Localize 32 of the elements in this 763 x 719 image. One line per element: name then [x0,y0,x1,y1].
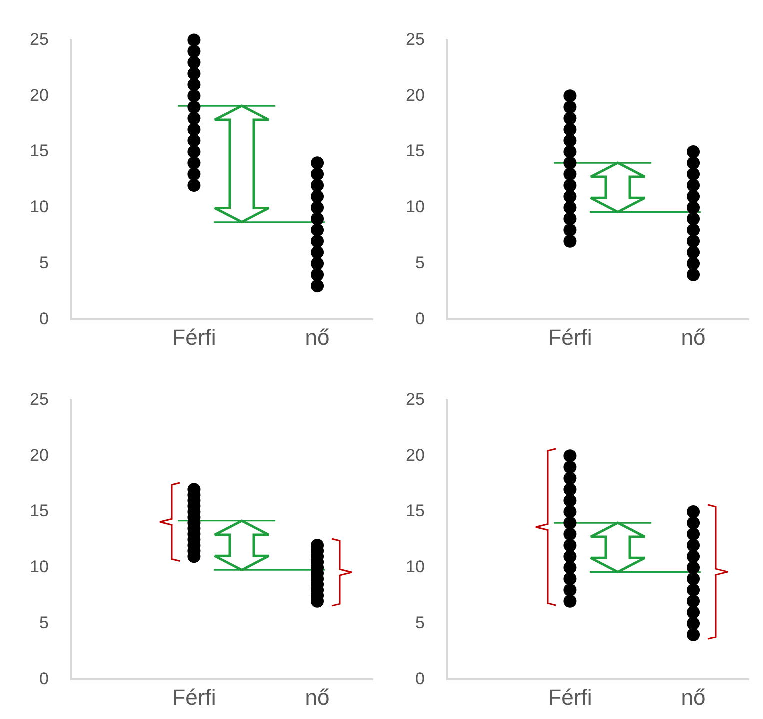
x-tick-label: Férfi [548,324,592,350]
x-tick-label: Férfi [172,324,216,350]
x-tick-label: nő [681,684,706,710]
y-tick-label: 15 [406,142,425,161]
y-tick-label: 25 [406,390,425,409]
y-tick-label: 10 [30,558,49,577]
y-tick-label: 20 [406,446,425,465]
y-tick-label: 10 [406,198,425,217]
y-tick-label: 5 [415,253,425,272]
y-tick-label: 20 [406,86,425,105]
y-tick-label: 25 [30,30,49,49]
y-tick-label: 25 [30,390,49,409]
x-tick-label: nő [681,324,706,350]
y-tick-label: 0 [39,309,49,328]
y-tick-label: 20 [30,446,49,465]
y-tick-label: 0 [415,669,425,688]
y-tick-label: 5 [39,613,49,632]
y-tick-label: 15 [30,142,49,161]
y-tick-label: 15 [30,502,49,521]
x-tick-label: nő [305,684,330,710]
y-tick-label: 0 [415,309,425,328]
y-tick-label: 10 [30,198,49,217]
y-tick-label: 25 [406,30,425,49]
y-tick-label: 0 [39,669,49,688]
y-tick-label: 20 [30,86,49,105]
y-tick-label: 5 [39,253,49,272]
x-tick-label: nő [305,324,330,350]
y-tick-label: 10 [406,558,425,577]
y-tick-label: 15 [406,502,425,521]
y-tick-label: 5 [415,613,425,632]
x-tick-label: Férfi [548,684,592,710]
x-tick-label: Férfi [172,684,216,710]
